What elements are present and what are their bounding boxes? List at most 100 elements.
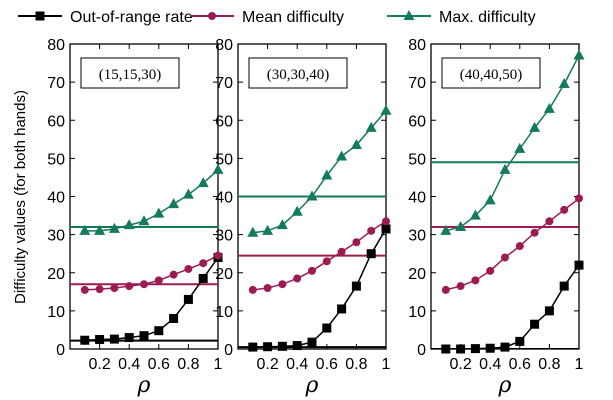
y-tick-label: 80 — [47, 37, 65, 54]
data-point — [123, 219, 135, 230]
y-tick-label: 30 — [215, 228, 233, 245]
y-tick-label: 20 — [47, 266, 65, 283]
series-line — [445, 264, 579, 349]
data-point — [560, 205, 569, 214]
x-tick-label: 0.4 — [479, 356, 501, 373]
y-tick-label: 40 — [47, 190, 65, 207]
y-tick-label: 20 — [408, 266, 426, 283]
data-point — [515, 336, 525, 346]
series-line — [252, 228, 386, 348]
data-point — [336, 150, 348, 161]
data-point — [183, 294, 193, 304]
y-axis-label: Difficulty values (for both hands) — [12, 90, 29, 304]
data-point — [291, 205, 303, 216]
data-point — [367, 226, 376, 235]
data-point — [108, 222, 120, 233]
data-point — [574, 260, 584, 270]
legend: Out-of-range rate Mean difficulty Max. dif… — [18, 9, 536, 26]
x-tick-label: 0.4 — [118, 356, 140, 373]
y-tick-label: 10 — [408, 304, 426, 321]
data-point — [530, 228, 539, 237]
data-point — [441, 344, 451, 354]
data-point — [95, 334, 105, 344]
x-tick-label: 1 — [214, 356, 223, 373]
y-tick-label: 20 — [215, 266, 233, 283]
x-tick-label: 0.8 — [538, 356, 560, 373]
y-tick-label: 50 — [408, 151, 426, 168]
x-axis-label: ρ — [305, 373, 319, 398]
data-point — [95, 285, 104, 294]
data-point — [350, 139, 362, 150]
x-tick-label: 0.6 — [316, 356, 338, 373]
y-tick-label: 30 — [408, 228, 426, 245]
series-line — [252, 220, 386, 291]
data-point — [140, 280, 148, 289]
data-point — [293, 274, 302, 283]
data-point — [469, 209, 481, 220]
data-point — [80, 335, 90, 345]
annotation-text: (30,30,40) — [267, 67, 330, 83]
y-tick-label: 10 — [215, 304, 233, 321]
data-point — [248, 285, 257, 294]
data-point — [138, 215, 150, 226]
data-point — [501, 253, 509, 262]
data-point — [182, 188, 194, 199]
data-point — [440, 224, 452, 235]
data-point — [322, 323, 332, 333]
data-point — [139, 331, 149, 341]
data-point — [485, 343, 495, 353]
data-point — [486, 266, 495, 275]
data-point — [276, 219, 288, 230]
data-point — [247, 226, 259, 237]
data-point — [575, 194, 583, 203]
data-point — [110, 284, 119, 292]
x-tick-label: 0.6 — [509, 356, 531, 373]
data-point — [456, 344, 466, 354]
y-tick-label: 80 — [215, 37, 233, 54]
data-point — [263, 284, 272, 292]
annotation-text: (15,15,30) — [99, 67, 162, 83]
data-point — [545, 217, 554, 226]
series-line — [84, 254, 218, 291]
data-point — [169, 314, 179, 323]
annotation-box — [441, 57, 541, 89]
data-point — [292, 341, 302, 351]
x-tick-label: 0.2 — [88, 356, 110, 373]
data-point — [154, 326, 164, 336]
data-point — [500, 342, 510, 352]
data-point — [515, 242, 524, 251]
x-tick-label: 1 — [382, 356, 391, 373]
plot-frame — [430, 43, 580, 350]
data-point — [337, 247, 346, 256]
data-point — [529, 121, 541, 132]
y-tick-label: 60 — [47, 113, 65, 130]
x-axis-label: ρ — [137, 373, 151, 398]
annotation-box — [248, 57, 348, 89]
annotation-text: (40,40,50) — [460, 67, 523, 83]
data-point — [382, 217, 390, 226]
x-tick-label: 1 — [575, 356, 584, 373]
data-point — [455, 221, 467, 231]
data-point — [79, 224, 91, 235]
data-point — [184, 264, 193, 273]
data-point — [168, 198, 180, 209]
y-tick-label: 70 — [215, 75, 233, 92]
x-tick-label: 0.2 — [449, 356, 471, 373]
x-tick-label: 0.8 — [345, 356, 367, 373]
data-point — [530, 319, 540, 329]
x-tick-label: 0.4 — [286, 356, 308, 373]
y-tick-label: 60 — [215, 113, 233, 130]
data-point — [153, 207, 165, 218]
annotation-box — [80, 57, 180, 89]
data-point — [199, 259, 208, 268]
data-point — [214, 251, 222, 260]
y-tick-label: 40 — [215, 190, 233, 207]
data-point — [499, 163, 511, 174]
data-point — [212, 163, 224, 174]
panel: 0 10 20 30 40 50 60 70 80 0.2 0.4 0.6 0.8 1 ρ (30,30,40… — [215, 37, 392, 398]
data-point — [277, 341, 287, 351]
data-point — [366, 249, 376, 259]
data-layer — [70, 169, 218, 342]
